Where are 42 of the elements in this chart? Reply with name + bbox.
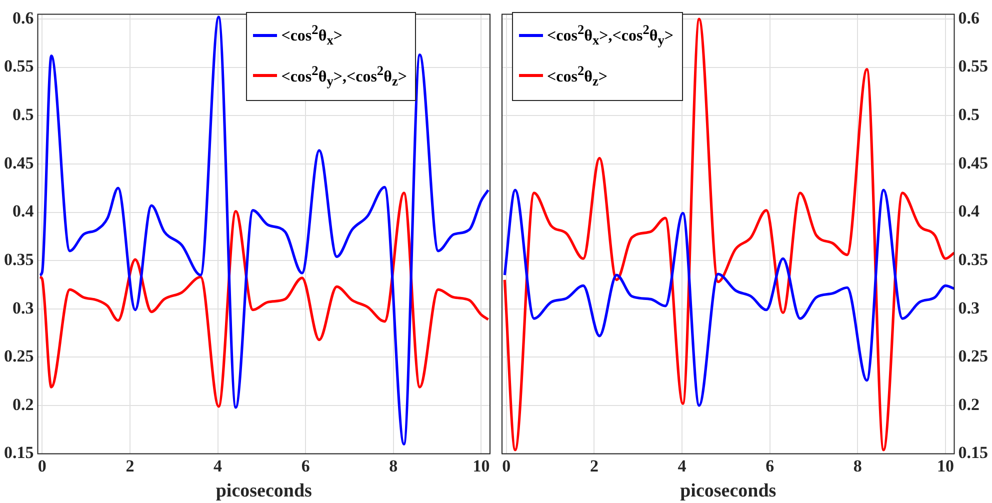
x-tick-label: 6: [766, 456, 774, 476]
y-tick-label: 0.2: [958, 394, 980, 414]
x-tick-label: 0: [502, 456, 511, 476]
y-tick-label: 0.55: [4, 56, 34, 76]
x-tick-label: 10: [472, 456, 490, 476]
x-tick-label: 6: [301, 456, 310, 476]
y-tick-label: 0.45: [4, 153, 34, 172]
y-tick-label: 0.35: [4, 250, 34, 269]
y-tick-label: 0.4: [12, 202, 34, 221]
y-tick-label: 0.3: [12, 298, 34, 318]
y-tick-label: 0.6: [12, 8, 34, 28]
x-axis-title: picoseconds: [216, 480, 312, 502]
x-axis-title: picoseconds: [680, 480, 776, 502]
x-tick-label: 4: [678, 456, 687, 476]
text: <cos$^{2}$θ$_{x}$>,<cos$^{2}$θ$_{y}$>: [547, 22, 674, 48]
legend-label: <cos$^{2}$θ$_{z}$>: [547, 62, 608, 90]
x-tick-label: 8: [389, 456, 398, 476]
line-series: [503, 18, 954, 452]
y-tick-label: 0.2: [12, 394, 34, 414]
y-tick-label: 0.4: [958, 202, 980, 221]
line-series: [38, 192, 490, 408]
y-tick-label: 0.6: [958, 8, 980, 28]
x-tick-label: 8: [853, 456, 862, 476]
y-tick-label: 0.35: [958, 250, 988, 269]
text: <cos$^{2}$θ$_{y}$>,<cos$^{2}$θ$_{z}$>: [281, 62, 407, 88]
y-tick-label: 0.15: [958, 443, 988, 462]
y-tick-label: 0.45: [958, 153, 988, 172]
line-series: [503, 188, 954, 407]
x-tick-label: 2: [590, 456, 598, 476]
y-tick-label: 0.25: [958, 346, 988, 366]
y-tick-label: 0.5: [958, 105, 980, 124]
y-tick-label: 0.15: [4, 443, 34, 462]
y-tick-label: 0.55: [958, 56, 988, 76]
x-tick-label: 0: [38, 456, 46, 476]
y-tick-label: 0.25: [4, 346, 34, 366]
legend-label: <cos$^{2}$θ$_{x}$>: [281, 21, 342, 50]
x-tick-label: 2: [126, 456, 134, 476]
y-tick-label: 0.5: [12, 105, 34, 124]
x-tick-label: 10: [936, 456, 954, 476]
y-tick-label: 0.3: [958, 298, 980, 318]
line-series: [38, 16, 490, 446]
x-tick-label: 4: [214, 456, 223, 476]
